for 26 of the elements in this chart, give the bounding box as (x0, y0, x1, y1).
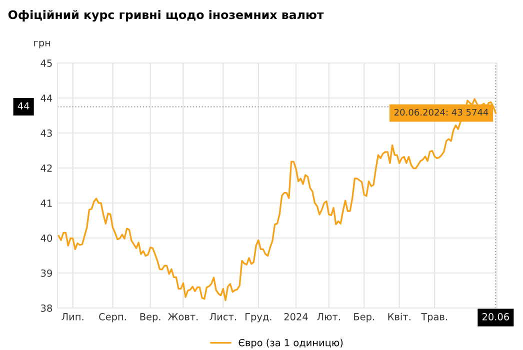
y-tick-label: 44 (40, 94, 52, 102)
x-tick-label: Лип. (62, 313, 84, 320)
y-tick-label: 38 (41, 304, 52, 312)
x-tick-label: Вер. (140, 313, 160, 322)
legend-label: Євро (за 1 одиницю) (238, 338, 343, 348)
annotation: 20.06.2024: 43,5744 (394, 108, 488, 117)
x-tick-label: Серп. (99, 313, 126, 322)
x-tick-label: Лют. (317, 313, 340, 320)
line-series (58, 98, 497, 302)
x-tick-label: Трав. (421, 313, 447, 322)
x-tick-label: Лист. (210, 313, 236, 320)
x-tick-label: 2024 (284, 313, 308, 320)
y-tick-label: 39 (41, 269, 52, 277)
y-tick-label: 43 (40, 129, 52, 137)
chart-title: Офіційний курс гривні щодо іноземних валют (8, 10, 324, 22)
y-axis-title: грн (34, 40, 50, 48)
ref-line-label: 44 (18, 102, 30, 110)
y-tick-label: 42 (40, 164, 52, 172)
x-tick-label: 20.06 (482, 313, 509, 320)
y-tick-label: 41 (40, 200, 52, 207)
y-tick-label: 40 (40, 234, 52, 242)
x-tick-label: Жовт. (168, 313, 198, 320)
x-tick-label: Бер. (354, 313, 374, 322)
y-tick-label: 45 (40, 60, 52, 67)
x-tick-label: Груд. (246, 313, 272, 322)
x-tick-label: Квіт. (388, 312, 410, 320)
